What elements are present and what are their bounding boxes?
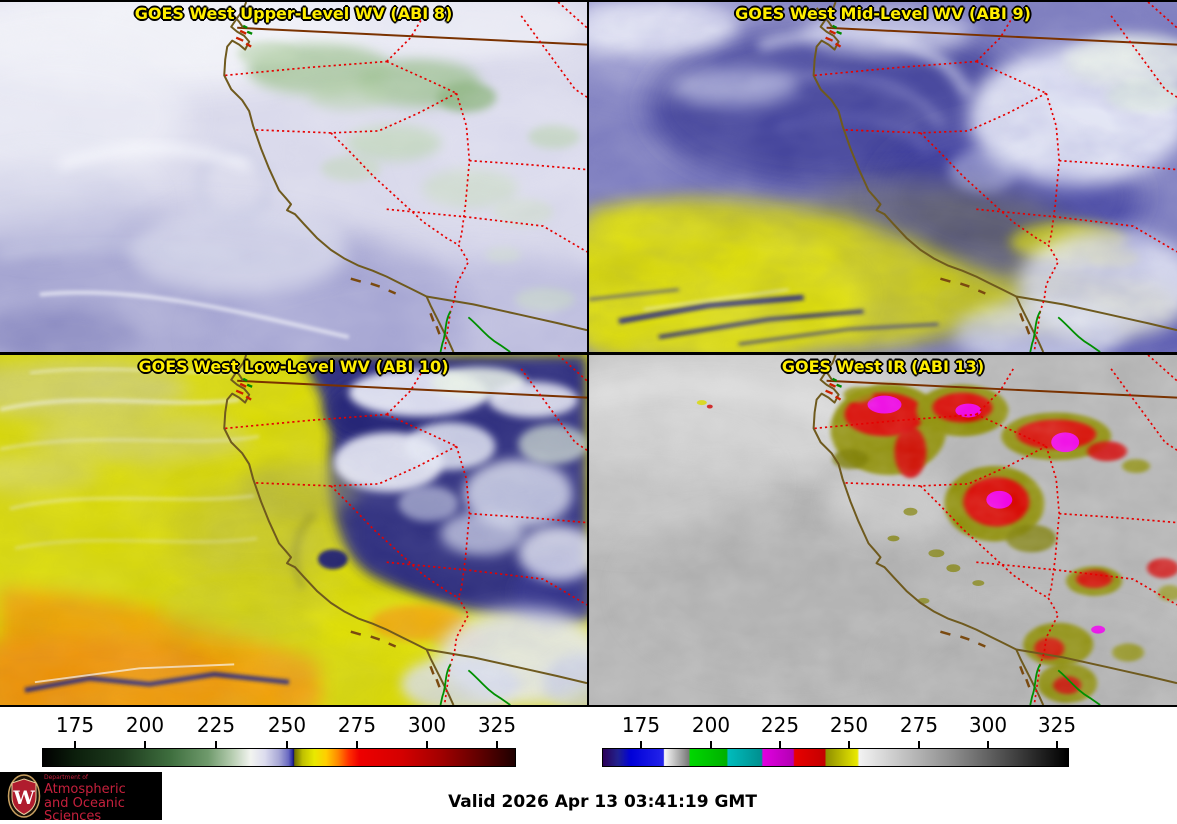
crest-letter: W xyxy=(12,787,35,809)
ir-tick-label: 300 xyxy=(968,713,1008,737)
wv-tick-label: 225 xyxy=(196,713,236,737)
panel-title-abi8: GOES West Upper-Level WV (ABI 8) xyxy=(134,4,453,23)
wv-tick-label: 325 xyxy=(477,713,517,737)
uw-crest-icon: W xyxy=(7,774,41,818)
satellite-image-low-wv xyxy=(0,355,587,705)
wv-tick-label: 175 xyxy=(55,713,95,737)
satellite-image-mid-wv xyxy=(589,2,1177,352)
satellite-image-upper-wv xyxy=(0,2,587,352)
panel-abi10: GOES West Low-Level WV (ABI 10) xyxy=(0,355,587,705)
panel-abi13: GOES West IR (ABI 13) xyxy=(589,355,1177,705)
ir-tick-label: 225 xyxy=(760,713,800,737)
ir-tick-label: 250 xyxy=(829,713,869,737)
wv-colorbar xyxy=(42,748,516,767)
satellite-image-ir xyxy=(589,355,1177,705)
panel-title-abi13: GOES West IR (ABI 13) xyxy=(781,357,985,376)
panel-title-abi9: GOES West Mid-Level WV (ABI 9) xyxy=(735,4,1031,23)
ir-tick-label: 200 xyxy=(691,713,731,737)
panel-abi9: GOES West Mid-Level WV (ABI 9) xyxy=(589,2,1177,352)
ir-tick-label: 175 xyxy=(621,713,661,737)
logo-atmospheric-line: Atmospheric xyxy=(44,782,126,797)
panel-abi8: GOES West Upper-Level WV (ABI 8) xyxy=(0,2,587,352)
wv-tick-label: 275 xyxy=(337,713,377,737)
ir-colorbar xyxy=(602,748,1069,767)
logo-dept-line: Department of xyxy=(44,774,88,781)
ir-tick-label: 325 xyxy=(1037,713,1077,737)
wv-tick-label: 250 xyxy=(267,713,307,737)
wv-tick-label: 300 xyxy=(407,713,447,737)
ir-tick-label: 275 xyxy=(899,713,939,737)
panel-title-abi10: GOES West Low-Level WV (ABI 10) xyxy=(138,357,449,376)
wv-tick-label: 200 xyxy=(125,713,165,737)
footer: W Department of Atmospheric and Oceanic … xyxy=(0,772,1177,823)
panel-grid: GOES West Upper-Level WV (ABI 8) xyxy=(0,0,1177,707)
valid-timestamp: Valid 2026 Apr 13 03:41:19 GMT xyxy=(448,792,757,812)
colorbar-section: 175 200 225 250 275 300 325 175 200 225 … xyxy=(0,707,1177,772)
